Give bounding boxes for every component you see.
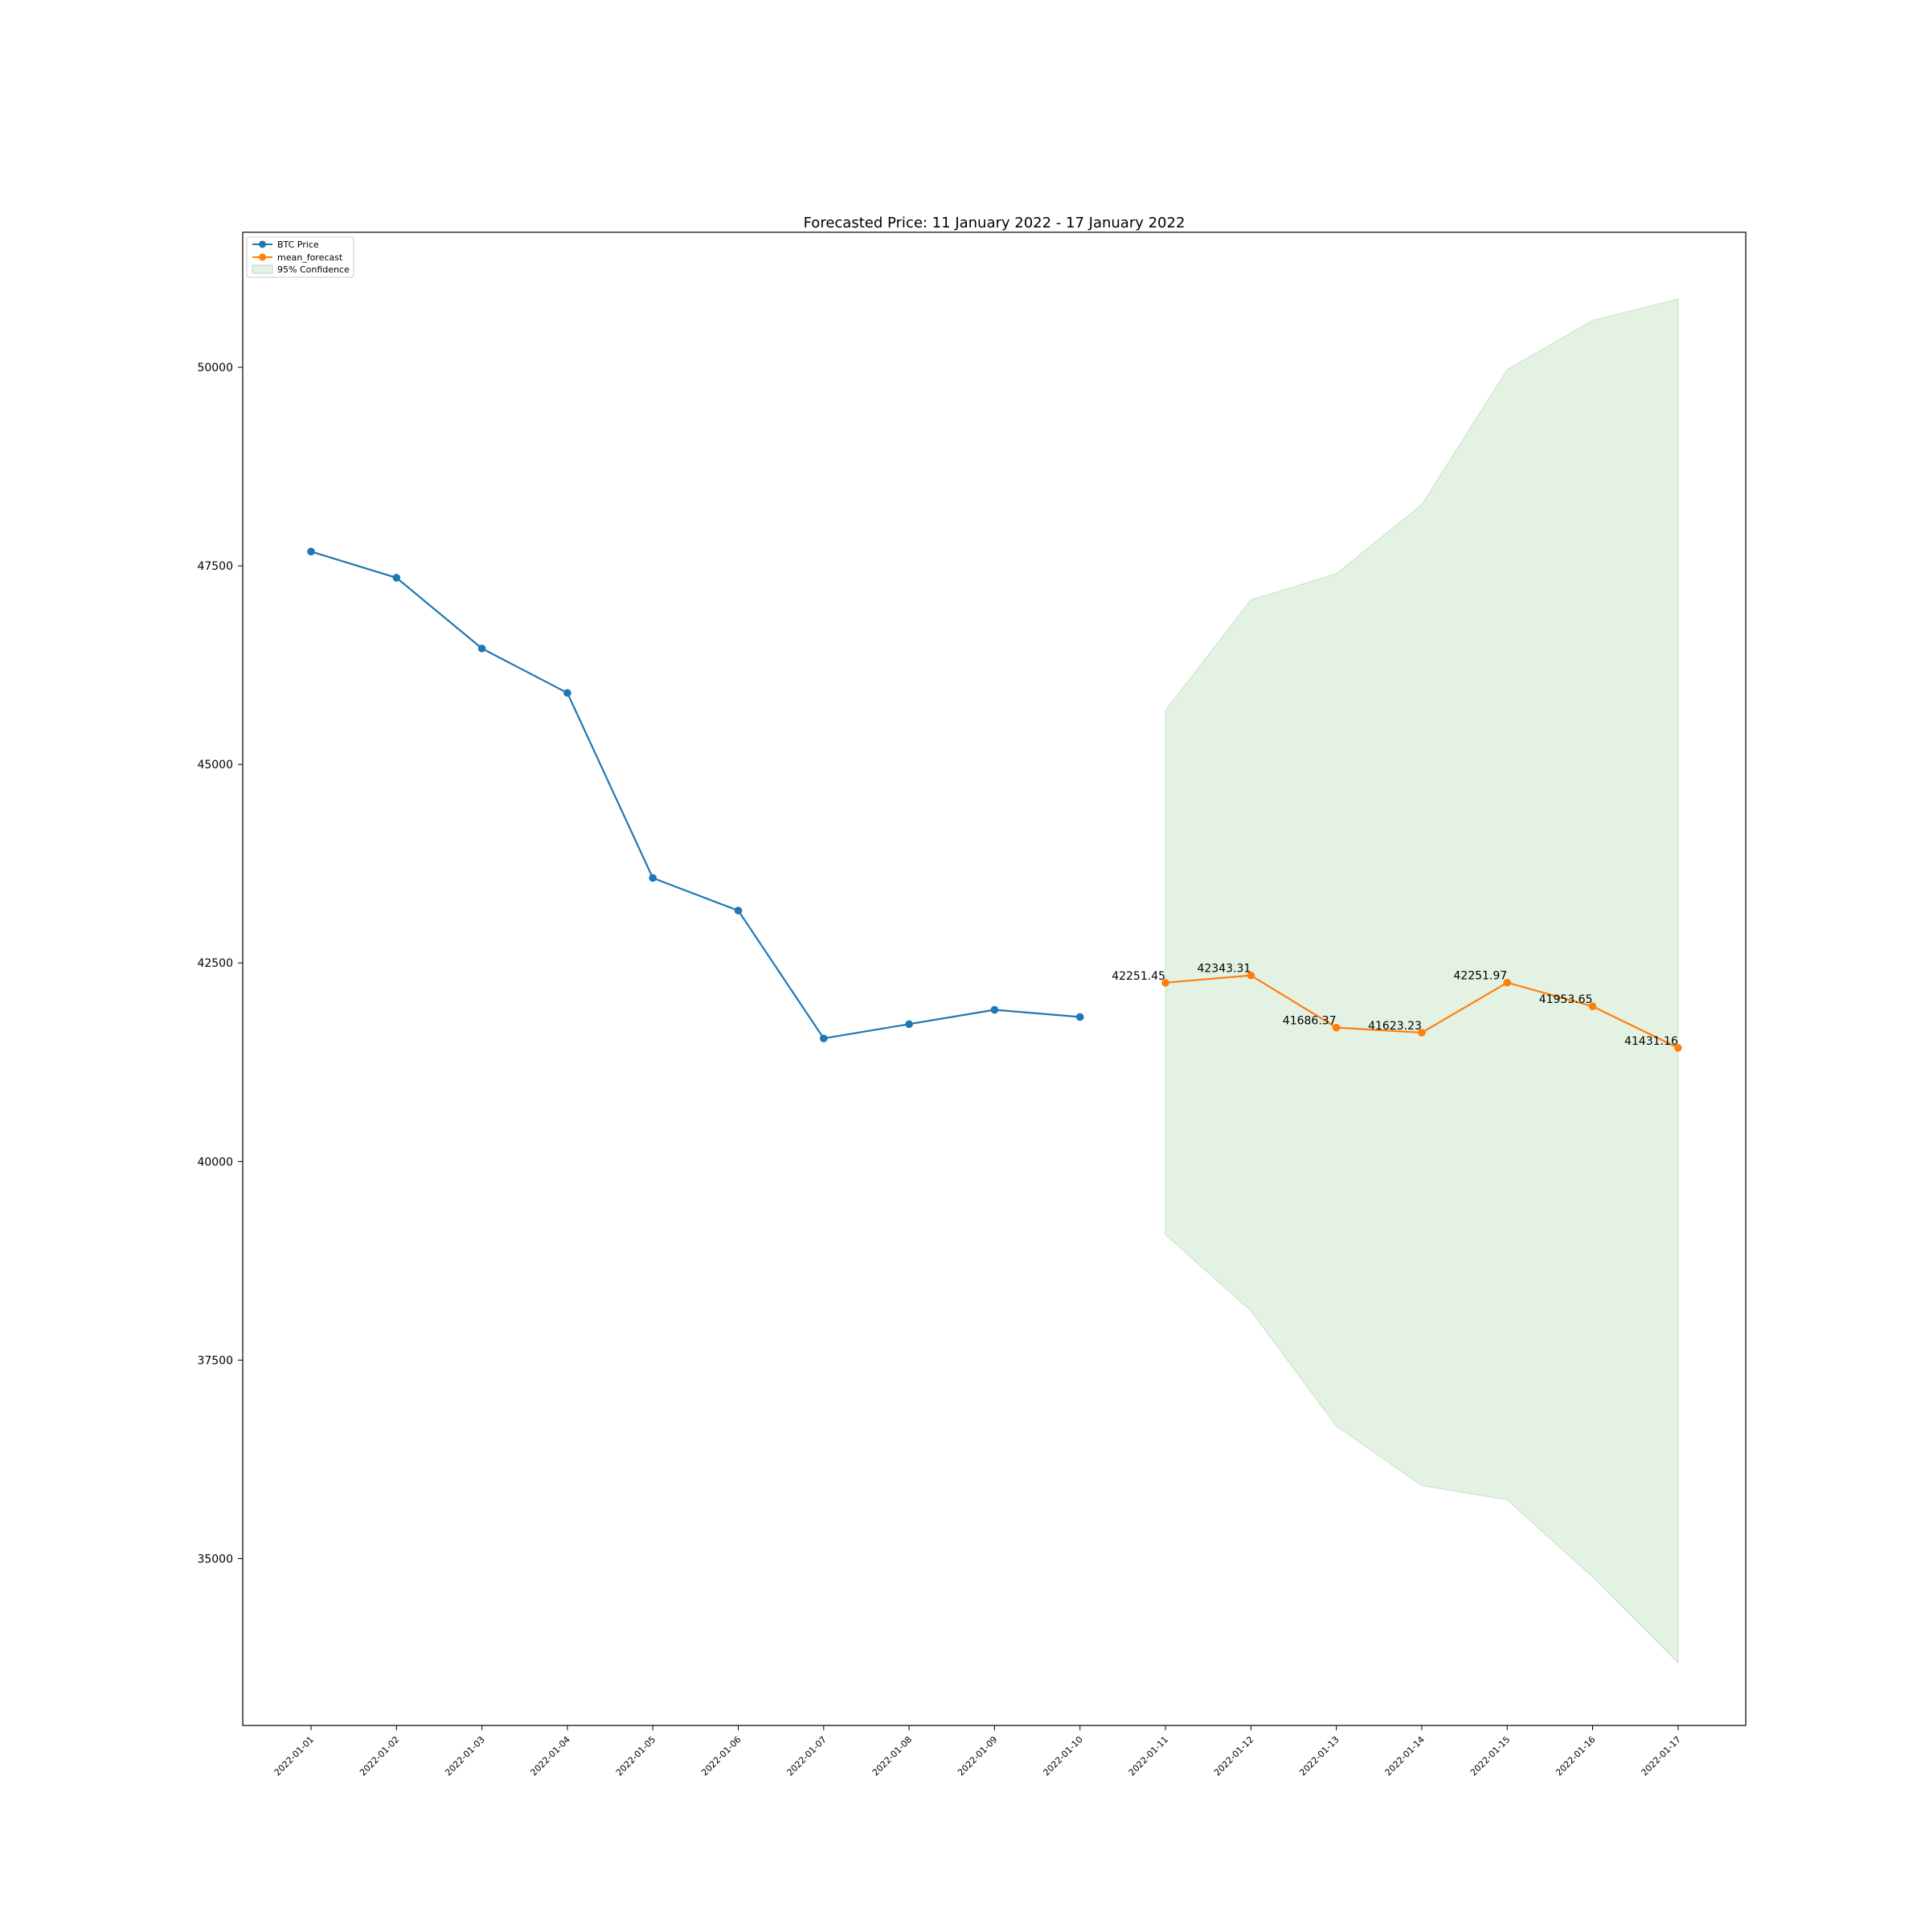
- data-point-mean-forecast: [1674, 1044, 1682, 1052]
- y-tick-label: 35000: [197, 1553, 233, 1566]
- x-tick-label: 2022-01-16: [1554, 1734, 1597, 1778]
- x-tick-label: 2022-01-03: [443, 1734, 486, 1778]
- x-tick-label: 2022-01-08: [870, 1734, 914, 1778]
- data-label-mean-forecast: 41953.65: [1539, 993, 1593, 1006]
- confidence-band-area: [1165, 298, 1679, 1664]
- legend-btc-marker: [259, 240, 266, 248]
- data-point-mean-forecast: [1247, 971, 1255, 980]
- x-tick-label: 2022-01-09: [956, 1734, 999, 1778]
- data-label-mean-forecast: 41686.37: [1283, 1015, 1337, 1028]
- x-tick-label: 2022-01-02: [358, 1734, 401, 1778]
- x-tick-label: 2022-01-04: [529, 1734, 572, 1778]
- data-label-mean-forecast: 41623.23: [1368, 1020, 1422, 1033]
- data-label-mean-forecast: 42251.45: [1112, 970, 1165, 983]
- x-tick-label: 2022-01-11: [1127, 1734, 1170, 1778]
- legend-forecast-marker: [259, 253, 266, 261]
- data-point-mean-forecast: [1332, 1023, 1341, 1032]
- x-tick-label: 2022-01-06: [699, 1734, 743, 1778]
- legend-label-mean-forecast: mean_forecast: [277, 252, 343, 263]
- x-tick-label: 2022-01-01: [272, 1734, 316, 1778]
- series-layer: [307, 547, 1682, 1052]
- data-label-mean-forecast: 42251.97: [1453, 970, 1507, 983]
- y-tick-label: 50000: [197, 362, 233, 375]
- data-point-mean-forecast: [1161, 978, 1169, 987]
- x-tick-label: 2022-01-13: [1297, 1734, 1341, 1778]
- data-point-btc-price: [392, 574, 401, 582]
- x-tick-label: 2022-01-05: [614, 1734, 657, 1778]
- legend-frame: [246, 236, 354, 278]
- y-tick-label: 40000: [197, 1156, 233, 1169]
- x-tick-label: 2022-01-10: [1041, 1734, 1084, 1778]
- data-point-mean-forecast: [1503, 978, 1511, 987]
- data-point-btc-price: [477, 645, 486, 653]
- y-tick-label: 47500: [197, 560, 233, 573]
- legend-label-btc-price: BTC Price: [277, 239, 319, 250]
- x-tick-label: 2022-01-12: [1212, 1734, 1255, 1778]
- x-tick-label: 2022-01-14: [1383, 1734, 1427, 1778]
- chart-title: Forecasted Price: 11 January 2022 - 17 J…: [804, 215, 1186, 231]
- data-point-btc-price: [563, 689, 571, 698]
- x-tick-label: 2022-01-07: [785, 1734, 829, 1778]
- y-tick-label: 42500: [197, 957, 233, 970]
- x-tick-label: 2022-01-15: [1468, 1734, 1512, 1778]
- data-label-mean-forecast: 41431.16: [1624, 1035, 1678, 1048]
- series-line-btc-price: [310, 551, 1080, 1040]
- legend-confidence-swatch: [252, 264, 273, 274]
- data-point-btc-price: [307, 547, 315, 556]
- data-point-btc-price: [734, 907, 743, 915]
- confidence-band-layer: [1165, 298, 1679, 1664]
- data-label-mean-forecast: 42343.31: [1197, 963, 1251, 976]
- x-tick-label: 2022-01-17: [1640, 1734, 1683, 1778]
- legend: BTC Price mean_forecast 95% Confidence: [246, 236, 354, 278]
- y-tick-label: 45000: [197, 759, 233, 772]
- data-point-btc-price: [1075, 1013, 1084, 1021]
- legend-label-confidence: 95% Confidence: [277, 264, 350, 275]
- data-point-btc-price: [905, 1020, 913, 1029]
- data-point-btc-price: [820, 1034, 828, 1042]
- data-labels-layer: 42251.45 42343.31 41686.37 41623.23 42251.97…: [1112, 963, 1678, 1048]
- data-point-btc-price: [649, 874, 657, 882]
- data-point-btc-price: [990, 1005, 999, 1014]
- data-point-mean-forecast: [1418, 1029, 1426, 1037]
- data-point-mean-forecast: [1588, 1002, 1597, 1011]
- y-tick-label: 37500: [197, 1354, 233, 1367]
